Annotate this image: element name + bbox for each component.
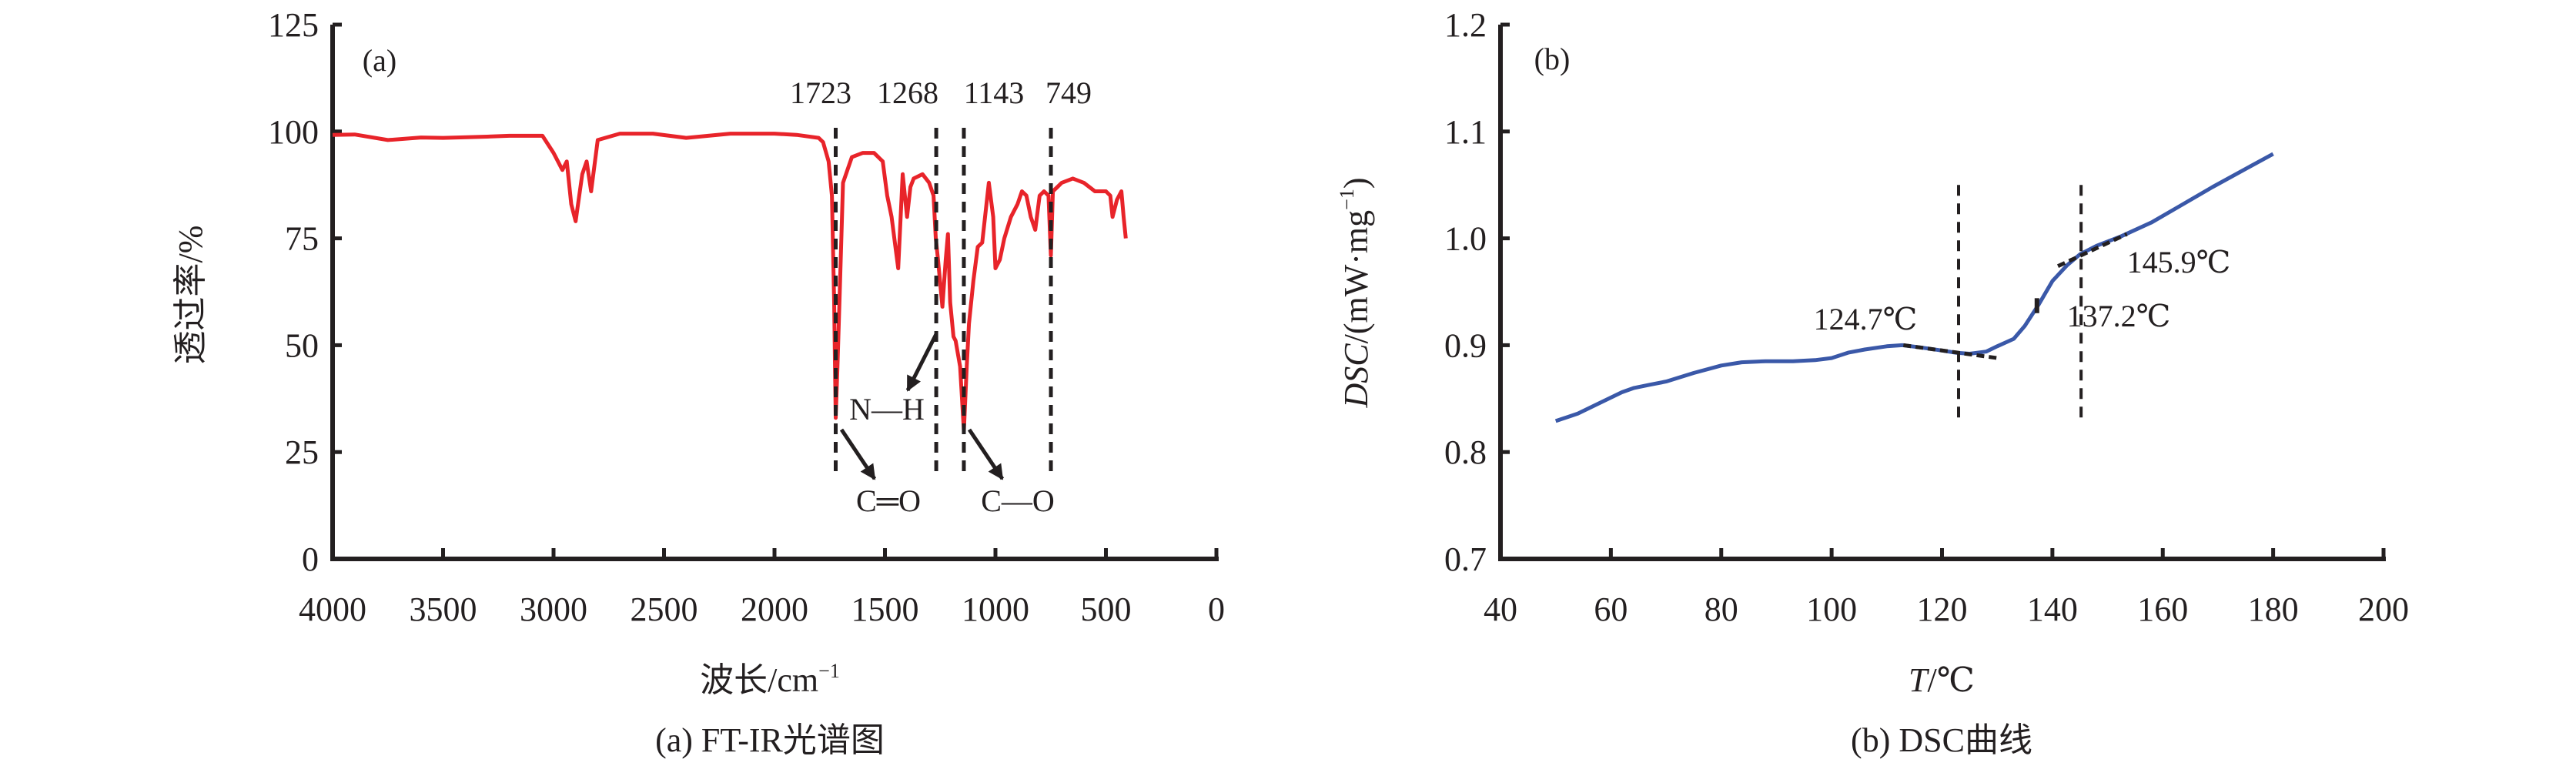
peak-label-1723: 1723 [790,75,851,110]
x-tick-label: 4000 [299,590,366,628]
x-tick-label: 3000 [520,590,587,628]
y-tick-label: 0.7 [1444,540,1487,578]
x-axis-title-b-unit: /℃ [1928,661,1975,699]
x-tick-label: 100 [1806,590,1857,628]
x-tick-label: 1000 [962,590,1029,628]
x-tick-label: 120 [1917,590,1968,628]
dsc-chart: (b) 0.7 0.8 0.9 1.0 1.1 1.2 40 60 80 100 120 140 160… [1336,6,2409,759]
y-axis-title-b-var: DSC [1337,343,1375,409]
y-tick-label: 75 [285,220,319,258]
y-tick-label: 0 [302,540,319,578]
x-tick-label: 40 [1484,590,1517,628]
y-tick-label: 100 [268,113,319,151]
annotation-arrow [905,333,938,392]
y-axis-title-b-close: ) [1337,178,1375,189]
x-tick-label: 0 [1208,590,1225,628]
y-tick-label: 1.0 [1444,220,1487,258]
x-tick-label: 180 [2248,590,2299,628]
dsc-curve-line [1554,152,2274,423]
x-tick-label: 80 [1705,590,1738,628]
co-single-label: C—O [981,483,1055,518]
x-tick-label: 200 [2358,590,2409,628]
ftir-spectrum-line [332,132,1128,433]
x-axis-title-a: 波长/cm−1 [700,660,840,699]
y-tick-label: 1.2 [1444,6,1487,44]
onset-label: 124.7℃ [1814,302,1918,336]
x-axis-title-b-var: T [1909,661,1930,699]
y-tick-label: 50 [285,326,319,364]
endset-tangent-line [2056,232,2128,268]
panel-label-a: (a) [363,43,396,78]
midpoint-label: 137.2℃ [2067,299,2171,333]
annotation-arrow [967,428,1005,480]
y-axis-title-b: DSC/(mW·mg−1) [1336,178,1375,409]
y-tick-label: 25 [285,433,319,471]
x-tick-label: 2500 [631,590,698,628]
endset-label: 145.9℃ [2127,245,2231,279]
caption-b: (b) DSC曲线 [1851,721,2032,759]
caption-a: (a) FT-IR光谱图 [655,721,885,759]
y-axis-title-b-sup: −1 [1336,189,1358,210]
x-axis-title-b: T/℃ [1909,661,1975,699]
y-axis-title-a: 透过率/% [172,226,209,365]
y-axis-title-b-unit: /(mW·mg [1337,210,1375,344]
onset-tangent-line [1902,343,1998,360]
peak-label-1143: 1143 [964,75,1025,110]
peak-label-1268: 1268 [877,75,938,110]
panel-label-b: (b) [1534,42,1571,76]
x-tick-label: 140 [2027,590,2078,628]
y-tick-label: 125 [268,6,319,44]
x-tick-label: 2000 [741,590,808,628]
ftir-chart: (a) 0 25 50 75 100 125 4000 3500 3000 2500 2000 150… [172,6,1225,759]
x-tick-label: 500 [1081,590,1132,628]
y-tick-label: 0.8 [1444,433,1487,471]
x-tick-label: 60 [1594,590,1628,628]
co-double-label: C═O [856,483,921,518]
x-axis-title-a-text: 波长/cm [700,661,818,699]
y-tick-label: 0.9 [1444,326,1487,364]
x-axis-title-a-sup: −1 [818,660,840,682]
x-tick-label: 160 [2137,590,2188,628]
peak-label-749: 749 [1045,75,1092,110]
dsc-marks: 0.7 0.8 0.9 1.0 1.1 1.2 40 60 80 100 120 140 160 180 2… [1444,6,2409,628]
x-tick-label: 1500 [851,590,919,628]
ftir-marks: 0 25 50 75 100 125 4000 3500 3000 2500 2000 1500 100… [268,6,1225,628]
y-tick-label: 1.1 [1444,113,1487,151]
x-tick-label: 3500 [410,590,477,628]
nh-label: N—H [849,392,925,426]
annotation-arrow [839,428,877,480]
